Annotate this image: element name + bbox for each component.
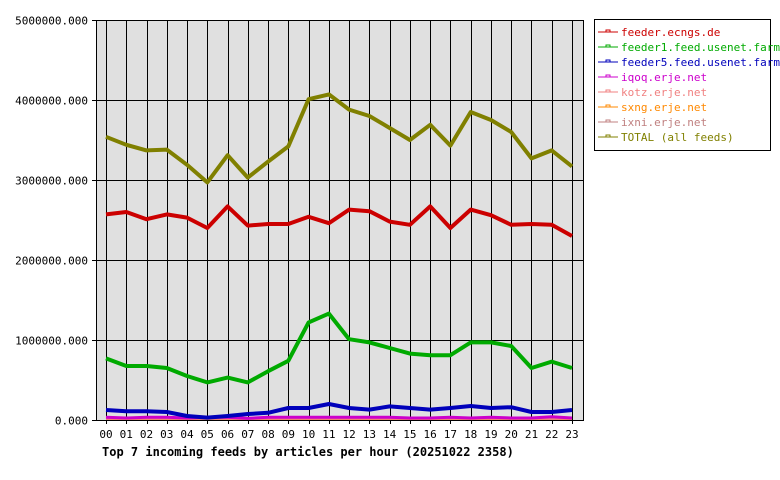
x-tick-label: 11 — [322, 428, 335, 441]
y-tick-label: 4000000.000 — [15, 95, 88, 108]
x-tick-label: 09 — [282, 428, 295, 441]
series-line-feeder5-feed-usenet-farm — [105, 402, 573, 420]
legend-item: feeder1.feed.usenet.farm — [598, 41, 780, 54]
x-tick-label: 02 — [140, 428, 153, 441]
x-tick-label: 15 — [403, 428, 416, 441]
x-tick-label: 16 — [424, 428, 437, 441]
legend-item: feeder5.feed.usenet.farm — [598, 56, 780, 69]
y-tick-label: 0.000 — [55, 415, 88, 428]
series-line-feeder1-feed-usenet-farm — [105, 311, 573, 385]
x-tick-label: 03 — [160, 428, 173, 441]
x-tick-label: 13 — [363, 428, 376, 441]
legend-label: feeder5.feed.usenet.farm — [621, 56, 780, 69]
plot-border — [96, 20, 584, 421]
x-tick-label: 07 — [241, 428, 254, 441]
legend-item: iqoq.erje.net — [598, 71, 707, 84]
legend-label: TOTAL (all feeds) — [621, 131, 734, 144]
x-tick-label: 18 — [464, 428, 477, 441]
legend-label: sxng.erje.net — [621, 101, 707, 114]
legend-label: feeder1.feed.usenet.farm — [621, 41, 780, 54]
x-tick-label: 20 — [505, 428, 518, 441]
legend-item: ixni.erje.net — [598, 116, 707, 129]
y-tick-label: 3000000.000 — [15, 175, 88, 188]
x-tick-label: 06 — [221, 428, 234, 441]
legend-item: kotz.erje.net — [598, 86, 707, 99]
x-tick-label: 19 — [484, 428, 497, 441]
y-axis-tick-labels: 0.000 1000000.000 2000000.000 3000000.000 40… — [15, 15, 88, 428]
x-tick-label: 04 — [180, 428, 194, 441]
x-tick-label: 22 — [545, 428, 558, 441]
legend-label: iqoq.erje.net — [621, 71, 707, 84]
x-tick-label: 01 — [120, 428, 133, 441]
legend-label: kotz.erje.net — [621, 86, 707, 99]
series-lines — [105, 92, 574, 421]
x-tick-label: 10 — [302, 428, 315, 441]
x-tick-label: 17 — [444, 428, 457, 441]
x-tick-label: 05 — [201, 428, 214, 441]
x-tick-label: 12 — [343, 428, 356, 441]
y-tick-label: 2000000.000 — [15, 255, 88, 268]
legend-box — [594, 19, 771, 151]
legend-label: ixni.erje.net — [621, 116, 707, 129]
y-tick-label: 5000000.000 — [15, 15, 88, 28]
x-tick-label: 08 — [261, 428, 274, 441]
series-line-total-all-feeds- — [105, 92, 574, 185]
x-tick-label: 23 — [565, 428, 578, 441]
y-tick-label: 1000000.000 — [15, 335, 88, 348]
series-line-iqoq-erje-net — [105, 415, 573, 420]
x-tick-label: 21 — [525, 428, 538, 441]
x-axis-tick-labels: 00 01 02 03 04 05 06 07 08 09 10 11 12 13 14 15 16 17 18 19… — [99, 428, 578, 441]
series-line-feeder-ecngs-de — [105, 204, 573, 238]
legend-item: TOTAL (all feeds) — [598, 131, 734, 144]
vertical-gridlines — [106, 20, 573, 424]
plot-area — [96, 20, 583, 420]
x-tick-label: 14 — [383, 428, 397, 441]
legend: feeder.ecngs.de feeder1.feed.usenet.farm f… — [594, 19, 780, 151]
legend-label: feeder.ecngs.de — [621, 26, 720, 39]
legend-item: feeder.ecngs.de — [598, 26, 720, 39]
legend-item: sxng.erje.net — [598, 101, 707, 114]
chart-title: Top 7 incoming feeds by articles per hou… — [102, 445, 514, 459]
x-tick-label: 00 — [99, 428, 112, 441]
